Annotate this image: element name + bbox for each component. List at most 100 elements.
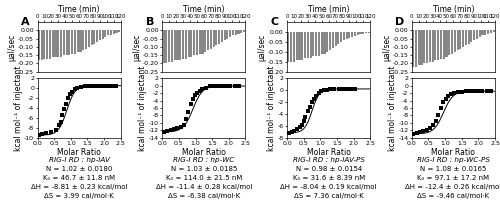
Point [57,120,65,124]
Bar [99,30,101,40]
Bar [437,30,439,60]
Point [60,107,68,111]
Bar [240,30,242,33]
Bar [188,30,190,57]
Bar [354,32,356,36]
Bar [310,32,312,58]
Point [323,88,331,91]
Text: K₀ = 114.0 ± 21.5 nM: K₀ = 114.0 ± 21.5 nM [166,175,242,181]
Bar [171,30,173,62]
Point [164,129,172,133]
Point [196,89,203,93]
Y-axis label: kcal mol⁻¹ of injectant: kcal mol⁻¹ of injectant [138,65,147,151]
Text: N = 1.08 ± 0.0165: N = 1.08 ± 0.0165 [420,166,486,172]
Bar [420,30,422,65]
Point [210,84,218,88]
Bar [415,30,417,67]
Bar [196,30,198,55]
Point [198,88,206,91]
Bar [315,32,317,56]
Y-axis label: μal/sec: μal/sec [8,33,16,61]
Point [437,106,445,110]
Y-axis label: kcal mol⁻¹ of injectant: kcal mol⁻¹ of injectant [388,65,397,151]
Bar [368,32,370,33]
Bar [71,30,73,54]
Bar [446,30,448,57]
Point [288,130,296,133]
Bar [60,30,62,57]
Bar [426,30,428,63]
Bar [487,30,489,34]
Point [38,132,46,135]
Point [206,85,214,88]
Bar [82,30,84,50]
Bar [473,30,475,40]
Point [88,84,96,87]
Point [160,130,168,134]
Point [96,84,104,87]
Bar [307,32,309,58]
Point [432,119,440,123]
Point [184,110,192,113]
Bar [176,30,178,60]
Point [100,84,108,87]
Bar [298,32,300,60]
Text: ΔH = -12.4 ± 0.26 kcal/mol: ΔH = -12.4 ± 0.26 kcal/mol [406,184,500,190]
Point [420,129,428,133]
Bar [338,32,340,44]
Bar [412,30,414,67]
Text: N = 1.02 ± 0.0180: N = 1.02 ± 0.0180 [46,166,112,172]
Bar [346,32,348,39]
Y-axis label: μal/sec: μal/sec [132,33,141,61]
Text: RIG-I RD : hp-WC-PS: RIG-I RD : hp-WC-PS [417,157,490,163]
Bar [293,32,295,62]
Point [478,89,486,93]
X-axis label: Time (min): Time (min) [58,5,100,14]
Point [339,87,347,91]
Point [226,84,234,88]
Point [470,89,478,93]
Bar [432,30,434,62]
Text: RIG-I RD : hp-IAV: RIG-I RD : hp-IAV [48,157,110,163]
Bar [180,30,182,60]
Bar [202,30,203,54]
Bar [324,32,326,54]
Point [84,84,92,87]
Bar [468,30,469,44]
Bar [326,32,328,52]
Bar [216,30,218,45]
Bar [229,30,231,37]
X-axis label: Molar Ratio: Molar Ratio [432,147,476,157]
Bar [434,30,436,60]
Bar [38,30,40,60]
Bar [429,30,431,62]
Bar [63,30,65,55]
Bar [329,32,331,50]
Point [312,94,320,98]
Bar [104,30,106,37]
Bar [448,30,450,55]
Bar [193,30,195,55]
Point [447,92,455,96]
X-axis label: Molar Ratio: Molar Ratio [57,147,101,157]
Point [300,119,308,123]
Y-axis label: kcal mol⁻¹ of injectant: kcal mol⁻¹ of injectant [14,65,22,151]
Point [62,102,70,106]
Point [317,89,325,93]
Bar [224,30,226,40]
Bar [49,30,51,59]
Point [458,90,466,93]
Point [182,117,190,121]
Point [71,87,79,91]
Bar [440,30,442,59]
Bar [212,30,214,47]
Text: N = 1.03 ± 0.0185: N = 1.03 ± 0.0185 [170,166,237,172]
Point [176,125,184,128]
Bar [46,30,48,59]
Point [55,123,63,127]
Bar [112,30,115,34]
Point [166,129,174,132]
Point [462,89,469,93]
Point [202,86,209,89]
Point [482,89,490,93]
